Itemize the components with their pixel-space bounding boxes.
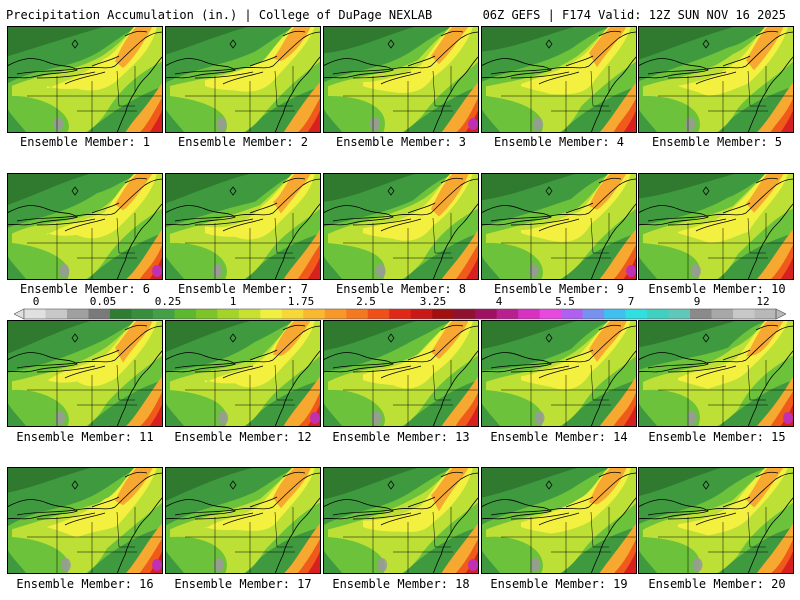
ensemble-member-label: Ensemble Member: 2 xyxy=(177,135,309,149)
legend-color-swatch xyxy=(260,309,283,319)
legend-color-swatch xyxy=(152,309,175,319)
legend-tick-label: 0.25 xyxy=(154,295,182,308)
legend-color-swatch xyxy=(754,309,777,319)
legend-color-swatch xyxy=(217,309,240,319)
ensemble-member-map xyxy=(323,173,479,280)
legend-color-swatch xyxy=(88,309,111,319)
legend-color-swatch xyxy=(303,309,326,319)
ensemble-member-label: Ensemble Member: 11 xyxy=(16,430,154,444)
ensemble-member-label: Ensemble Member: 19 xyxy=(490,577,628,591)
ensemble-member-map xyxy=(7,26,163,133)
ensemble-member-map xyxy=(481,467,637,574)
precip-color-legend: 0 0.05 0.25 1 1.75 2.5 3.25 4 5.5 7 9 12 xyxy=(0,296,800,320)
legend-color-swatch xyxy=(733,309,756,319)
legend-color-swatch xyxy=(647,309,670,319)
ensemble-member-map xyxy=(323,26,479,133)
ensemble-member-label: Ensemble Member: 6 xyxy=(19,282,151,296)
legend-color-swatch xyxy=(174,309,197,319)
legend-tick-label: 12 xyxy=(756,295,770,308)
ensemble-member-label: Ensemble Member: 1 xyxy=(19,135,151,149)
ensemble-member-map xyxy=(638,26,794,133)
ensemble-member-map xyxy=(638,173,794,280)
legend-color-swatch xyxy=(346,309,369,319)
ensemble-member-label: Ensemble Member: 20 xyxy=(648,577,786,591)
legend-tick-label: 1 xyxy=(229,295,237,308)
ensemble-member-map xyxy=(7,173,163,280)
ensemble-member-label: Ensemble Member: 15 xyxy=(648,430,786,444)
legend-color-swatch xyxy=(453,309,476,319)
legend-color-swatch xyxy=(131,309,154,319)
ensemble-member-label: Ensemble Member: 7 xyxy=(177,282,309,296)
legend-color-swatch xyxy=(432,309,455,319)
ensemble-member-map xyxy=(481,26,637,133)
ensemble-member-label: Ensemble Member: 10 xyxy=(648,282,786,296)
header: Precipitation Accumulation (in.) | Colle… xyxy=(0,0,800,26)
legend-tick-label: 2.5 xyxy=(356,295,376,308)
legend-color-swatch xyxy=(109,309,132,319)
legend-color-swatch xyxy=(711,309,734,319)
ensemble-member-label: Ensemble Member: 12 xyxy=(174,430,312,444)
ensemble-member-label: Ensemble Member: 3 xyxy=(335,135,467,149)
legend-color-swatch xyxy=(324,309,347,319)
ensemble-member-map xyxy=(165,320,321,427)
ensemble-member-map xyxy=(165,26,321,133)
product-title: Precipitation Accumulation (in.) | Colle… xyxy=(6,8,433,22)
ensemble-member-label: Ensemble Member: 18 xyxy=(332,577,470,591)
model-run-valid-time: 06Z GEFS | F174 Valid: 12Z SUN NOV 16 20… xyxy=(482,8,786,22)
ensemble-member-label: Ensemble Member: 8 xyxy=(335,282,467,296)
ensemble-member-map xyxy=(7,467,163,574)
legend-color-swatch xyxy=(604,309,627,319)
legend-color-swatch xyxy=(561,309,584,319)
ensemble-member-label: Ensemble Member: 9 xyxy=(493,282,625,296)
legend-tick-label: 4 xyxy=(495,295,503,308)
ensemble-member-map xyxy=(7,320,163,427)
ensemble-member-label: Ensemble Member: 13 xyxy=(332,430,470,444)
ensemble-member-map xyxy=(481,173,637,280)
ensemble-member-map xyxy=(638,467,794,574)
ensemble-member-map xyxy=(323,320,479,427)
legend-color-swatch xyxy=(238,309,261,319)
legend-tick-label: 3.25 xyxy=(419,295,447,308)
legend-tick-label: 9 xyxy=(693,295,701,308)
legend-tick-label: 0.05 xyxy=(89,295,117,308)
legend-color-swatch xyxy=(518,309,541,319)
legend-color-swatch xyxy=(389,309,412,319)
legend-color-swatch xyxy=(281,309,304,319)
ensemble-member-map xyxy=(165,467,321,574)
ensemble-member-label: Ensemble Member: 5 xyxy=(651,135,783,149)
ensemble-member-label: Ensemble Member: 16 xyxy=(16,577,154,591)
ensemble-member-map xyxy=(165,173,321,280)
legend-tick-label: 1.75 xyxy=(287,295,315,308)
ensemble-member-label: Ensemble Member: 14 xyxy=(490,430,628,444)
legend-color-swatch xyxy=(690,309,713,319)
ensemble-member-label: Ensemble Member: 17 xyxy=(174,577,312,591)
legend-tick-label: 0 xyxy=(32,295,40,308)
legend-color-swatch xyxy=(496,309,519,319)
legend-tick-label: 7 xyxy=(627,295,635,308)
legend-color-swatch xyxy=(195,309,218,319)
legend-tick-labels: 0 0.05 0.25 1 1.75 2.5 3.25 4 5.5 7 9 12 xyxy=(0,296,800,308)
ensemble-member-label: Ensemble Member: 4 xyxy=(493,135,625,149)
legend-color-swatch xyxy=(625,309,648,319)
ensemble-member-map xyxy=(481,320,637,427)
legend-tick-label: 5.5 xyxy=(555,295,575,308)
legend-color-swatch xyxy=(367,309,390,319)
legend-color-swatch xyxy=(410,309,433,319)
legend-color-swatch xyxy=(475,309,498,319)
legend-color-swatch xyxy=(668,309,691,319)
legend-color-swatch xyxy=(582,309,605,319)
legend-color-swatch xyxy=(45,309,68,319)
legend-color-swatch xyxy=(66,309,89,319)
legend-colorbar xyxy=(14,308,786,320)
ensemble-member-map xyxy=(323,467,479,574)
legend-color-swatch xyxy=(24,309,46,319)
ensemble-member-map xyxy=(638,320,794,427)
legend-color-swatch xyxy=(539,309,562,319)
